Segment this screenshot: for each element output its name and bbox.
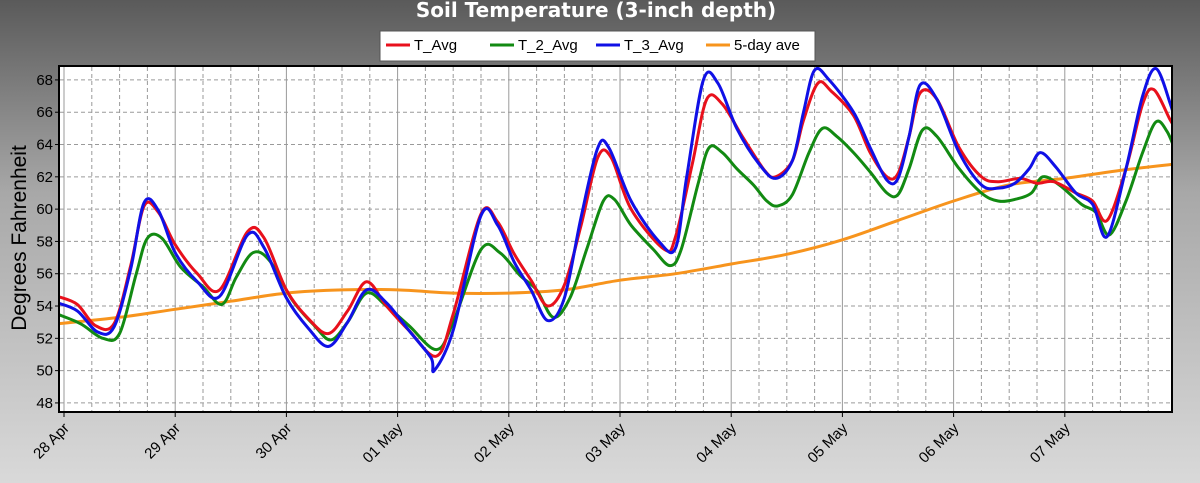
series-lines <box>60 67 1171 374</box>
legend: T_Avg T_2_Avg T_3_Avg 5-day ave <box>379 30 816 62</box>
legend-label-t-3-avg: T_3_Avg <box>624 37 684 54</box>
legend-label-t-avg: T_Avg <box>414 37 457 54</box>
xtick-label: 06 May <box>916 419 963 466</box>
x-axis-ticks: 28 Apr 29 Apr 30 Apr 01 May 02 May 03 May 04 M… <box>30 411 1074 467</box>
series-line-t-2-avg <box>60 119 1171 352</box>
plot-area <box>58 65 1173 413</box>
legend-label-t-2-avg: T_2_Avg <box>518 37 578 54</box>
xtick-label: 28 Apr <box>30 420 73 463</box>
xtick-label: 05 May <box>804 419 851 466</box>
xtick-label: 02 May <box>471 419 518 466</box>
xtick-label: 04 May <box>693 419 740 466</box>
ytick-label: 60 <box>36 201 53 218</box>
series-line-t-3-avg <box>60 67 1171 374</box>
chart-title: Soil Temperature (3-inch depth) <box>416 0 776 22</box>
xtick-label: 30 Apr <box>253 420 296 463</box>
legend-label-5-day-ave: 5-day ave <box>734 37 800 54</box>
ytick-label: 64 <box>36 137 53 154</box>
ytick-label: 56 <box>36 266 53 283</box>
xtick-label: 03 May <box>582 419 629 466</box>
xtick-label: 29 Apr <box>141 420 184 463</box>
ytick-label: 54 <box>36 298 53 315</box>
xtick-label: 01 May <box>360 419 407 466</box>
y-axis-ticks: 48 50 52 54 56 58 60 62 64 66 68 <box>36 72 60 412</box>
ytick-label: 58 <box>36 233 53 250</box>
ytick-label: 50 <box>36 363 53 380</box>
ytick-label: 52 <box>36 330 53 347</box>
ytick-label: 62 <box>36 169 53 186</box>
ytick-label: 48 <box>36 395 53 412</box>
ytick-label: 66 <box>36 104 53 121</box>
ytick-label: 68 <box>36 72 53 89</box>
xtick-label: 07 May <box>1027 419 1074 466</box>
y-axis-label: Degrees Fahrenheit <box>8 145 31 331</box>
